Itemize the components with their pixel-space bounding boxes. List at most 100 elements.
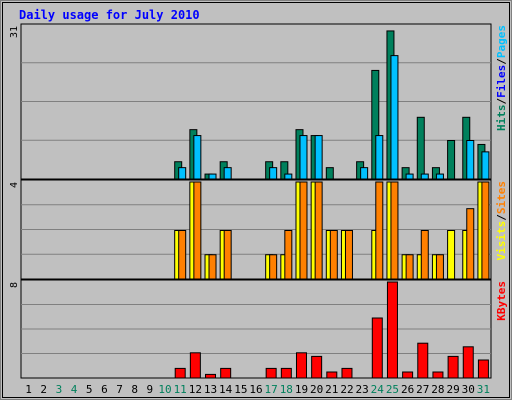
bar-files-day-18: [284, 173, 293, 180]
x-axis: 1 2 3 4 5 6 7 8 9 10 11 12 13 14 15 16 17 18 19 20 21 22 23 24 2…: [25, 383, 490, 396]
bar-sites-day-18: [284, 230, 293, 280]
bar-files-day-17: [269, 167, 278, 180]
x-tick-label: 8: [131, 383, 138, 396]
side-label-part: Files: [495, 65, 508, 98]
bar-sites-day-20: [314, 181, 323, 280]
panel-side-label: Hits/Files/Pages: [495, 25, 508, 131]
x-tick-label: 23: [356, 383, 369, 396]
bar-kbytes-day-30: [462, 346, 474, 379]
bar-visits-day-29: [447, 230, 456, 280]
side-label-part: /: [495, 58, 508, 65]
panel-max-label: 31: [9, 26, 20, 38]
side-label-part: Hits: [495, 105, 508, 132]
bar-files-day-25: [390, 55, 399, 180]
bar-files-day-28: [435, 173, 444, 180]
x-tick-label: 19: [295, 383, 308, 396]
bar-sites-day-22: [344, 230, 353, 280]
bar-files-day-23: [360, 167, 369, 180]
x-tick-label: 27: [416, 383, 429, 396]
bar-files-day-13: [208, 173, 217, 180]
bar-kbytes-day-20: [311, 355, 323, 379]
x-tick-label: 11: [174, 383, 187, 396]
x-tick-label: 22: [340, 383, 353, 396]
bar-kbytes-day-31: [477, 359, 489, 379]
side-label-part: Visits: [495, 221, 508, 261]
bar-files-day-26: [405, 173, 414, 180]
bar-kbytes-day-19: [295, 352, 307, 379]
bar-sites-day-17: [269, 254, 278, 280]
bar-files-day-31: [481, 151, 490, 180]
x-tick-label: 14: [219, 383, 233, 396]
x-tick-label: 3: [56, 383, 63, 396]
bar-sites-day-11: [178, 230, 187, 280]
x-tick-label: 12: [189, 383, 202, 396]
x-tick-label: 4: [71, 383, 78, 396]
x-tick-label: 30: [462, 383, 475, 396]
x-tick-label: 31: [477, 383, 490, 396]
bar-files-day-27: [420, 173, 429, 180]
bar-sites-day-30: [466, 208, 475, 280]
bar-kbytes-day-12: [189, 352, 201, 379]
panel-max-label: 4: [9, 182, 20, 188]
bar-sites-day-28: [435, 254, 444, 280]
panel-side-label: Visits/Sites: [495, 181, 508, 261]
bar-sites-day-14: [223, 230, 232, 280]
x-tick-label: 29: [446, 383, 459, 396]
bar-files-day-11: [178, 167, 187, 180]
x-tick-label: 25: [386, 383, 399, 396]
chart-title: Daily usage for July 2010: [19, 8, 200, 22]
bar-sites-day-21: [329, 230, 338, 280]
side-label-part: KBytes: [495, 281, 508, 321]
bar-files-day-14: [223, 167, 232, 180]
bar-sites-day-25: [390, 181, 399, 280]
bar-kbytes-day-18: [280, 367, 292, 379]
bar-sites-day-13: [208, 254, 217, 280]
bar-kbytes-day-22: [341, 367, 353, 379]
bar-hits-day-29: [447, 140, 456, 180]
bar-kbytes-day-25: [386, 281, 398, 379]
bar-files-day-12: [193, 135, 202, 180]
bar-kbytes-day-29: [447, 355, 459, 379]
bar-sites-day-12: [193, 181, 202, 280]
bar-sites-day-26: [405, 254, 414, 280]
side-label-part: Pages: [495, 25, 508, 58]
x-tick-label: 9: [147, 383, 154, 396]
bar-sites-day-24: [375, 181, 384, 280]
side-label-part: Sites: [495, 181, 508, 214]
x-tick-label: 18: [280, 383, 293, 396]
x-tick-label: 13: [204, 383, 217, 396]
bar-sites-day-31: [481, 181, 490, 280]
bar-kbytes-day-28: [432, 371, 444, 379]
bar-kbytes-day-11: [174, 367, 186, 379]
bar-kbytes-day-27: [417, 342, 429, 379]
bar-files-day-30: [466, 140, 475, 180]
bar-sites-day-27: [420, 230, 429, 280]
bar-kbytes-day-13: [205, 373, 217, 379]
bar-files-day-19: [299, 135, 308, 180]
x-tick-label: 24: [371, 383, 385, 396]
bar-kbytes-day-17: [265, 367, 277, 379]
bar-kbytes-day-24: [371, 317, 383, 379]
x-tick-label: 6: [101, 383, 108, 396]
x-tick-label: 20: [310, 383, 323, 396]
panel-max-label: 8: [9, 282, 20, 288]
x-tick-label: 5: [86, 383, 93, 396]
bar-kbytes-day-14: [220, 367, 232, 379]
side-label-part: /: [495, 98, 508, 105]
x-tick-label: 17: [265, 383, 278, 396]
x-tick-label: 1: [25, 383, 32, 396]
x-tick-label: 16: [249, 383, 262, 396]
x-tick-label: 15: [234, 383, 247, 396]
side-label-part: /: [495, 214, 508, 221]
x-tick-label: 26: [401, 383, 414, 396]
x-tick-label: 7: [116, 383, 123, 396]
panel-side-label: KBytes: [495, 281, 508, 321]
bar-sites-day-19: [299, 181, 308, 280]
bar-files-day-20: [314, 135, 323, 180]
x-tick-label: 2: [40, 383, 47, 396]
x-tick-label: 10: [158, 383, 171, 396]
